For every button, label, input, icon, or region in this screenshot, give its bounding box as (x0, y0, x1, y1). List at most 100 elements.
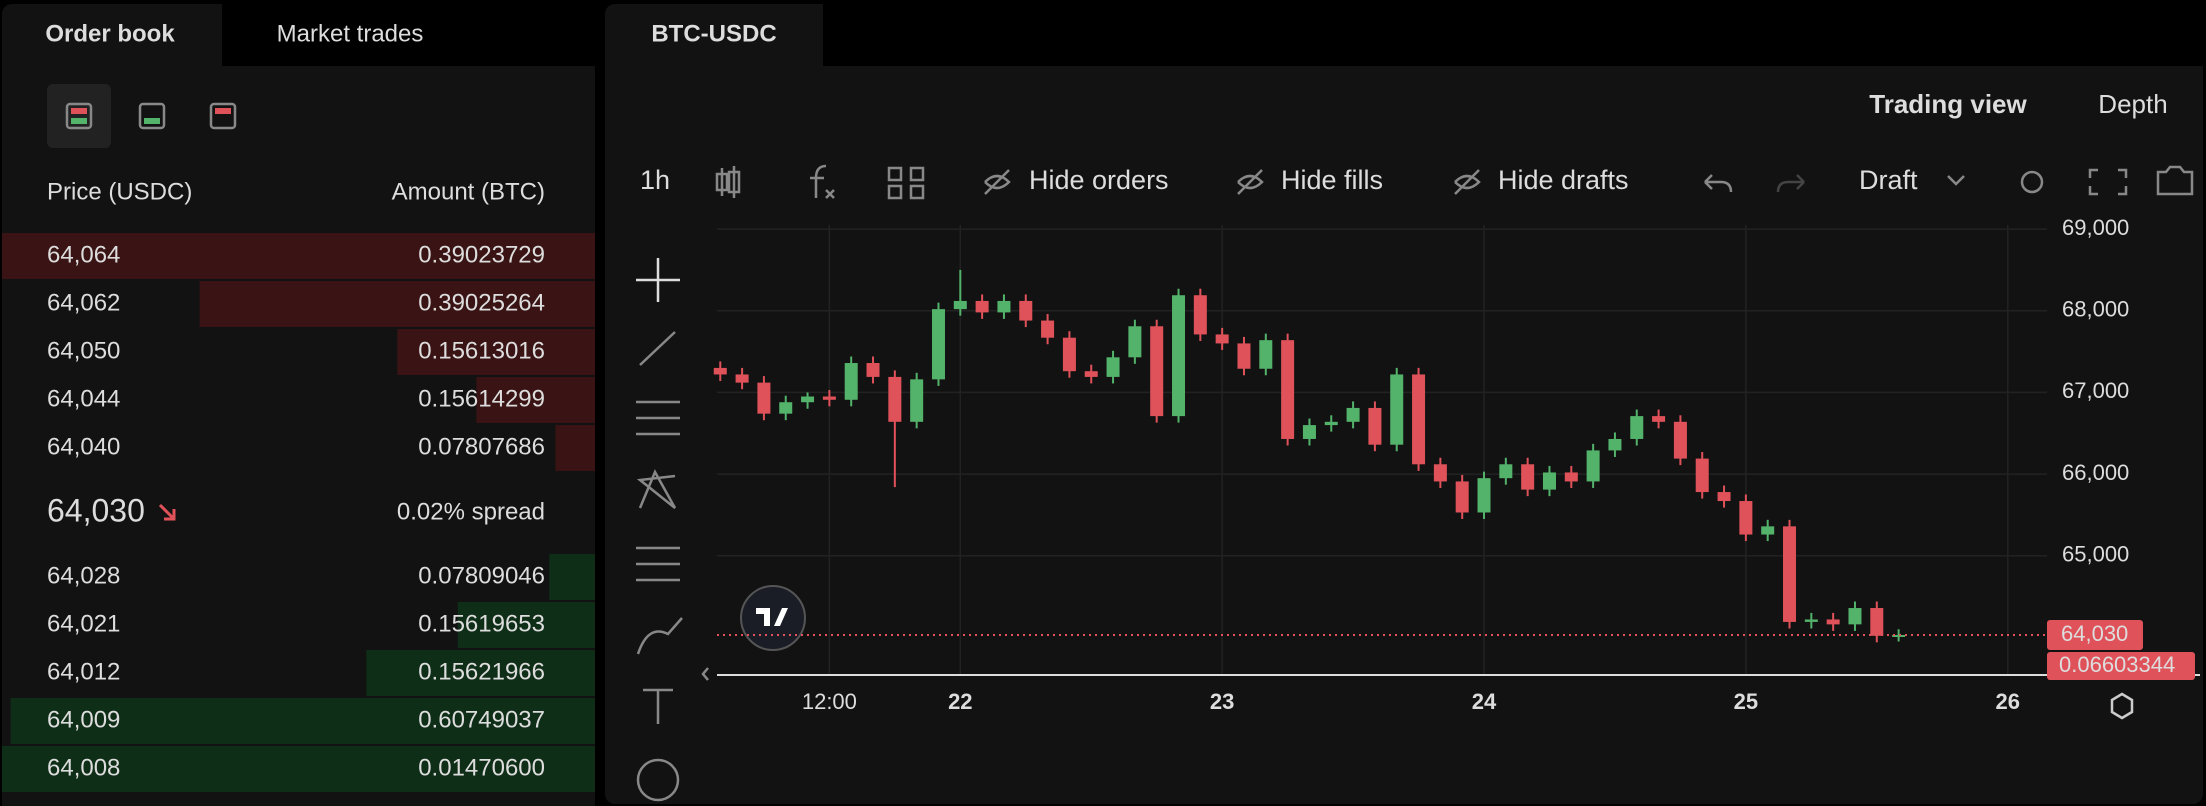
candle-body (1761, 526, 1775, 535)
line-tool[interactable] (639, 331, 676, 366)
inactive-tab-bg (222, 4, 595, 66)
candle-body (866, 363, 880, 377)
candle-body (888, 376, 902, 422)
pattern-tool[interactable] (636, 469, 677, 509)
draft-select[interactable]: Draft (1859, 165, 1918, 195)
view-toggle[interactable] (209, 102, 237, 130)
candle-body (735, 374, 749, 383)
amount: 0.01470600 (418, 754, 545, 781)
undo-icon[interactable] (1704, 174, 1733, 193)
price: 64,008 (47, 754, 120, 781)
toolbar-button[interactable]: Hide fills (1281, 165, 1383, 195)
tradingview-logo[interactable] (740, 585, 806, 651)
candle-body (1041, 320, 1055, 338)
eye-icon (1454, 169, 1481, 195)
y-tick-label: 66,000 (2062, 460, 2129, 485)
price-tag-label: 64,030 (2061, 621, 2128, 646)
icon (71, 118, 87, 124)
price: 64,009 (47, 706, 120, 733)
toolbar-button[interactable]: Hide drafts (1498, 165, 1629, 195)
redo-icon[interactable] (1776, 174, 1805, 193)
candle-body (1368, 407, 1382, 445)
icon (65, 102, 93, 130)
candle-body (1433, 464, 1447, 482)
amount: 0.07807686 (418, 433, 545, 460)
fib-tool[interactable] (636, 400, 680, 436)
price: 64,064 (47, 241, 120, 268)
view-tab[interactable]: Depth (2098, 89, 2167, 119)
y-tick-label: 68,000 (2062, 297, 2129, 322)
candle-body (975, 300, 989, 313)
candle-body (1783, 526, 1797, 622)
candle-body (1106, 357, 1120, 377)
emoji-tool[interactable] (636, 758, 680, 802)
x-tick-label: 24 (1472, 689, 1497, 714)
tab[interactable]: BTC-USDC (651, 20, 776, 47)
tab[interactable]: Market trades (277, 20, 424, 47)
candle-body (1586, 450, 1600, 482)
candle-body (1870, 608, 1884, 636)
x-tick-label: 26 (1995, 689, 2019, 714)
candle-body (1826, 619, 1840, 625)
candle-body (931, 309, 945, 380)
price: 64,044 (47, 385, 120, 412)
view-toggle[interactable] (138, 102, 166, 130)
candle-body (997, 300, 1011, 313)
indicator-icon[interactable] (810, 164, 835, 199)
layout-icon[interactable] (887, 166, 925, 200)
icon (71, 108, 87, 114)
candle-body (910, 379, 924, 422)
logo-mark (756, 608, 788, 626)
fullscreen-icon[interactable] (2088, 168, 2128, 196)
candle-body (1324, 421, 1338, 426)
toolbar-button[interactable]: Hide orders (1029, 165, 1169, 195)
spread: 0.02% spread (397, 498, 545, 525)
amount: 0.15613016 (418, 337, 545, 364)
view-tab[interactable]: Trading view (1869, 89, 2027, 119)
candle-body (1892, 634, 1906, 637)
text-tool[interactable] (643, 688, 673, 724)
scroll-left[interactable] (701, 667, 709, 681)
settings-hex[interactable] (2110, 692, 2134, 720)
depth-bar (366, 650, 595, 696)
candle-icon[interactable] (715, 166, 741, 198)
depth-bar (476, 377, 595, 423)
candle-body (1062, 337, 1076, 372)
candle-body (1455, 481, 1469, 513)
candle-body (1302, 425, 1316, 439)
amount: 0.15621966 (418, 658, 545, 685)
x-tick-label: 22 (948, 689, 972, 714)
tab[interactable]: Order book (45, 20, 175, 47)
amount: 0.15619653 (418, 610, 545, 637)
column-header: Amount (BTC) (392, 178, 545, 205)
crosshair-tool[interactable] (636, 258, 680, 302)
chart-panel (605, 4, 2203, 804)
candle-body (757, 382, 771, 414)
candle-body (822, 396, 836, 400)
candle-body (1652, 416, 1666, 422)
amount: 0.60749037 (418, 706, 545, 733)
candle-body (1084, 371, 1098, 377)
y-tick-label: 67,000 (2062, 378, 2129, 403)
eye-icon (1237, 169, 1264, 195)
candle-body (1477, 478, 1491, 513)
depth-bar (2, 233, 595, 279)
candle-body (844, 363, 858, 400)
price: 64,050 (47, 337, 120, 364)
candle-body (1346, 407, 1360, 422)
brush-tool[interactable] (636, 617, 683, 655)
interval[interactable]: 1h (640, 165, 670, 195)
candle-body (1193, 295, 1207, 335)
view-toggle-selected[interactable] (47, 84, 111, 148)
projection-tool[interactable] (636, 546, 680, 582)
depth-bar (199, 281, 595, 327)
candle-body (1542, 472, 1556, 490)
settings-icon[interactable] (2020, 170, 2044, 194)
candle-body (1717, 492, 1731, 502)
camera-icon[interactable] (2156, 165, 2194, 196)
candle-body (1499, 464, 1513, 479)
dropdown-icon (1947, 175, 1965, 186)
depth-bar (555, 425, 595, 471)
candle-body (1237, 343, 1251, 369)
